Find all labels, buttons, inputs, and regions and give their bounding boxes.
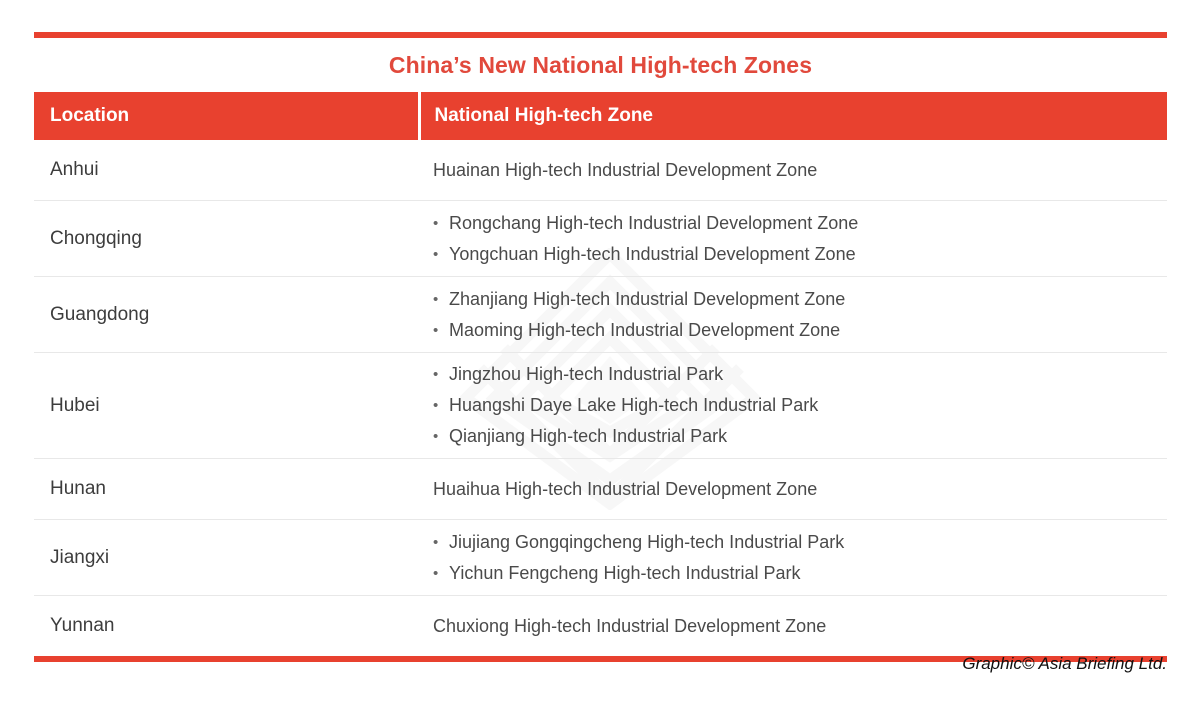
zone-item: Qianjiang High-tech Industrial Park xyxy=(433,421,1157,452)
zones-table-container: China’s New National High-tech Zones Loc… xyxy=(34,32,1167,662)
table-row: Chongqing Rongchang High-tech Industrial… xyxy=(34,200,1167,277)
zone-list: Jingzhou High-tech Industrial Park Huang… xyxy=(433,359,1157,452)
cell-location: Chongqing xyxy=(34,200,419,277)
cell-location: Guangdong xyxy=(34,276,419,353)
table-row: Hubei Jingzhou High-tech Industrial Park… xyxy=(34,352,1167,459)
cell-location: Jiangxi xyxy=(34,519,419,596)
cell-location: Anhui xyxy=(34,140,419,201)
table-row: Anhui Huainan High-tech Industrial Devel… xyxy=(34,140,1167,201)
cell-zones: Jingzhou High-tech Industrial Park Huang… xyxy=(419,352,1167,459)
table-header-row: Location National High-tech Zone xyxy=(34,92,1167,140)
zone-item: Jingzhou High-tech Industrial Park xyxy=(433,359,1157,390)
zone-item: Huainan High-tech Industrial Development… xyxy=(433,160,818,180)
zone-item: Yichun Fengcheng High-tech Industrial Pa… xyxy=(433,558,1157,589)
footer-credit: Graphic© Asia Briefing Ltd. xyxy=(962,654,1167,673)
cell-location: Hunan xyxy=(34,458,419,520)
page-title: China’s New National High-tech Zones xyxy=(388,51,813,78)
zone-list: Rongchang High-tech Industrial Developme… xyxy=(433,208,1157,270)
zone-item: Huaihua High-tech Industrial Development… xyxy=(433,479,818,499)
cell-zones: Rongchang High-tech Industrial Developme… xyxy=(419,200,1167,277)
table-row: Jiangxi Jiujiang Gongqingcheng High-tech… xyxy=(34,519,1167,596)
table-row: Yunnan Chuxiong High-tech Industrial Dev… xyxy=(34,596,1167,657)
zone-item: Zhanjiang High-tech Industrial Developme… xyxy=(433,284,1157,315)
zone-item: Maoming High-tech Industrial Development… xyxy=(433,315,1157,346)
footer-credit-row: Graphic© Asia Briefing Ltd. xyxy=(34,654,1167,674)
zone-list: Jiujiang Gongqingcheng High-tech Industr… xyxy=(433,527,1157,589)
zone-item: Yongchuan High-tech Industrial Developme… xyxy=(433,239,1157,270)
zone-list: Zhanjiang High-tech Industrial Developme… xyxy=(433,284,1157,346)
cell-zones: Zhanjiang High-tech Industrial Developme… xyxy=(419,276,1167,353)
cell-location: Hubei xyxy=(34,352,419,459)
table-body: Anhui Huainan High-tech Industrial Devel… xyxy=(34,140,1167,656)
table-header: Location National High-tech Zone xyxy=(34,92,1167,140)
zones-table: Location National High-tech Zone Anhui H… xyxy=(34,92,1167,656)
cell-zones: Chuxiong High-tech Industrial Developmen… xyxy=(419,596,1167,657)
zone-item: Chuxiong High-tech Industrial Developmen… xyxy=(433,616,827,636)
cell-zones: Jiujiang Gongqingcheng High-tech Industr… xyxy=(419,519,1167,596)
cell-zones: Huainan High-tech Industrial Development… xyxy=(419,140,1167,201)
zone-item: Jiujiang Gongqingcheng High-tech Industr… xyxy=(433,527,1157,558)
table-row: Guangdong Zhanjiang High-tech Industrial… xyxy=(34,276,1167,353)
cell-location: Yunnan xyxy=(50,615,115,636)
bottom-red-rule xyxy=(34,656,1167,662)
zone-item: Huangshi Daye Lake High-tech Industrial … xyxy=(433,390,1157,421)
column-header-zone: National High-tech Zone xyxy=(419,92,1167,140)
title-band: China’s New National High-tech Zones xyxy=(34,38,1167,92)
top-red-rule xyxy=(34,32,1167,38)
cell-zones: Huaihua High-tech Industrial Development… xyxy=(419,458,1167,520)
zone-item: Rongchang High-tech Industrial Developme… xyxy=(433,208,1157,239)
table-row: Hunan Huaihua High-tech Industrial Devel… xyxy=(34,458,1167,520)
column-header-location: Location xyxy=(34,92,421,140)
